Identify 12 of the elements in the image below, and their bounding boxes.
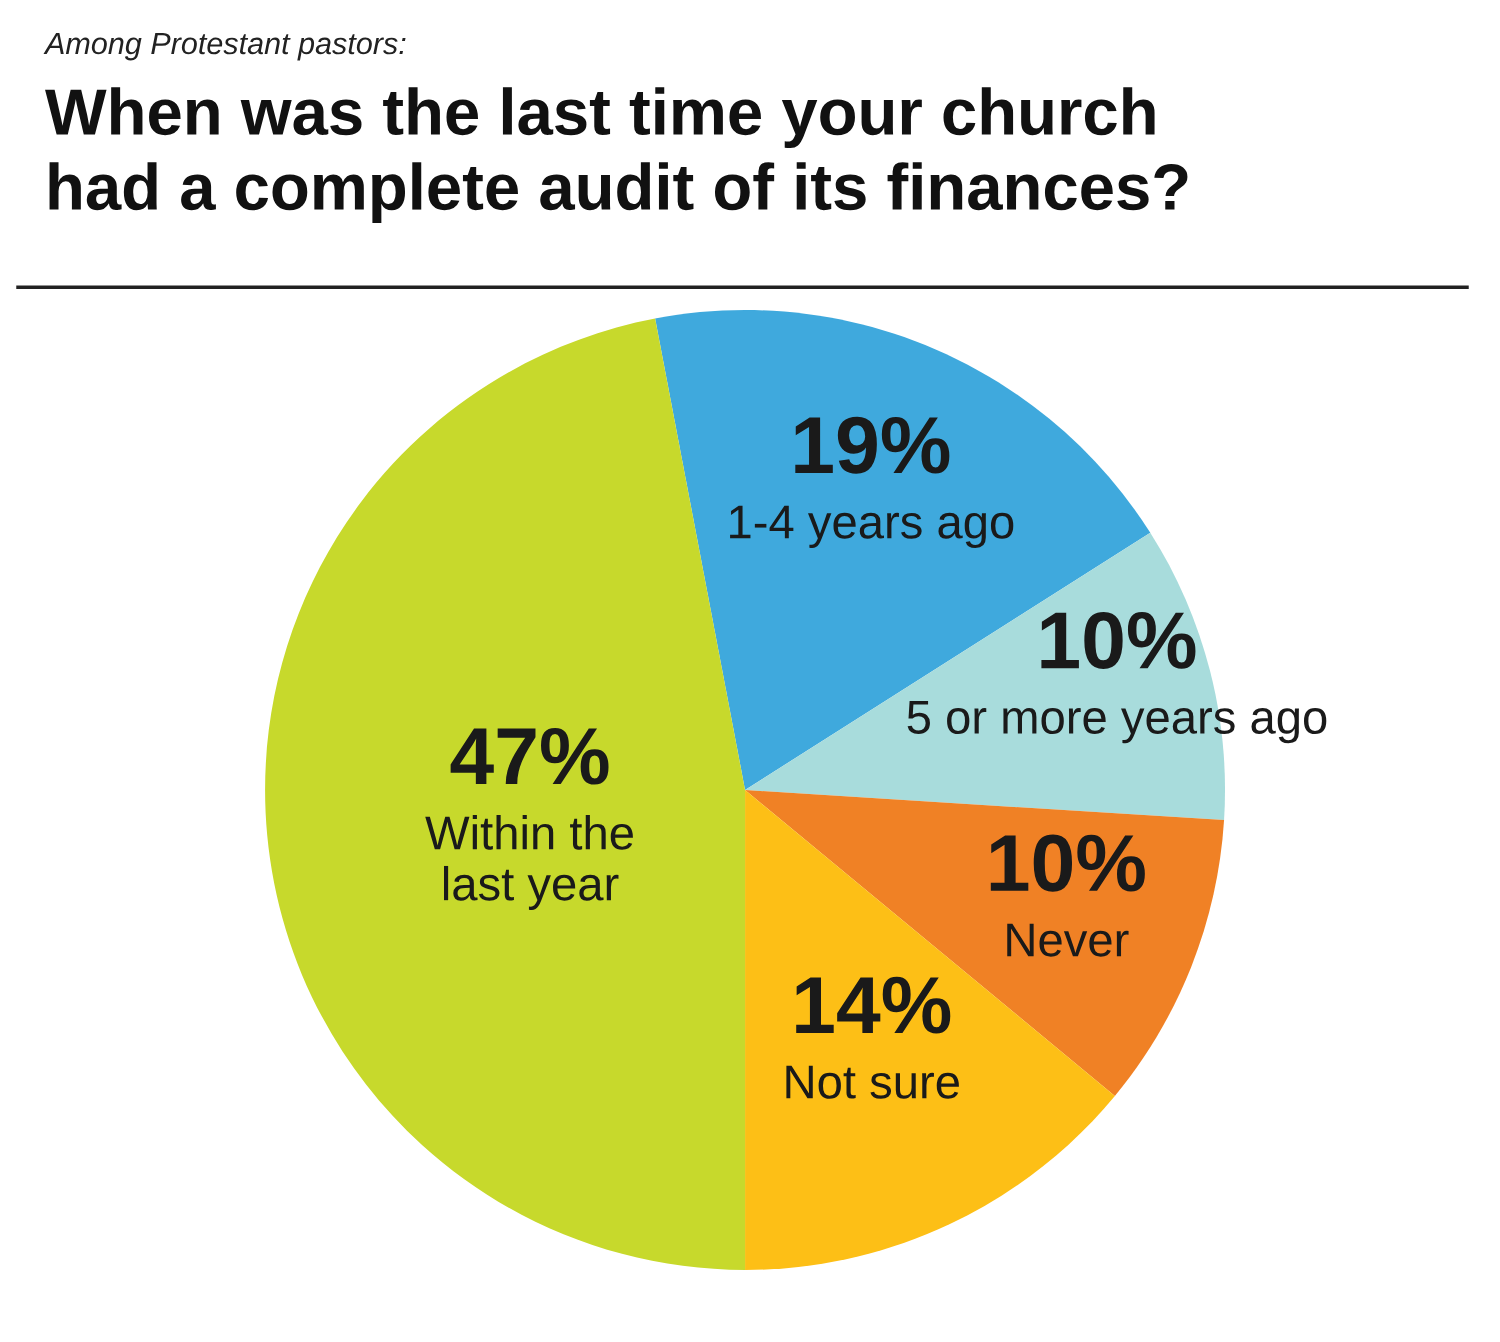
data-label: 19% bbox=[795, 416, 950, 474]
slice-label: Not sure bbox=[786, 1065, 959, 1099]
chart-title: When was the last time your church had a complete audit of its finances? bbox=[45, 87, 1188, 224]
data-label: 10% bbox=[990, 834, 1145, 892]
chart-subtitle: Among Protestant pastors: bbox=[43, 33, 406, 61]
data-label: 14% bbox=[796, 976, 951, 1034]
slice-label: Never bbox=[1007, 923, 1129, 957]
slice-label: Within the last year bbox=[425, 815, 633, 910]
data-label: 10% bbox=[1041, 611, 1196, 669]
data-label: 47% bbox=[450, 727, 609, 785]
slice-label: 1-4 years ago bbox=[730, 505, 1014, 549]
slice-label: 5 or more years ago bbox=[907, 701, 1327, 744]
